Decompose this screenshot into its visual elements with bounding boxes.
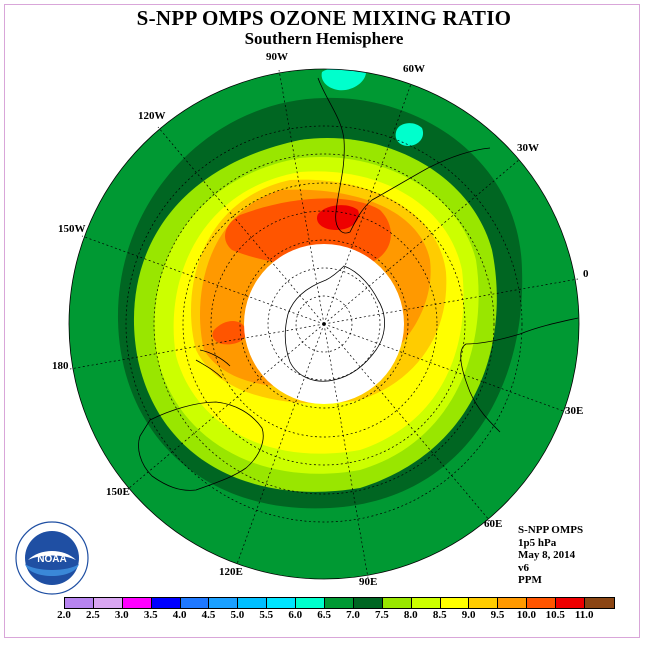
colorbar-tick-label: 8.0: [403, 609, 418, 621]
colorbar-tick-label: 5.5: [259, 609, 274, 621]
colorbar-swatch: [353, 598, 383, 608]
colorbar-tick-label: 11.0: [574, 609, 594, 621]
lon-label-60w: 60W: [403, 63, 425, 75]
parallels: [125, 125, 523, 523]
colorbar-swatch: [122, 598, 152, 608]
lon-label-150w: 150W: [58, 223, 86, 235]
colorbar-swatch: [93, 598, 123, 608]
colorbar-swatch: [469, 598, 499, 608]
colorbar-swatch: [498, 598, 528, 608]
colorbar-tick-label: 6.0: [288, 609, 303, 621]
colorbar-swatch: [180, 598, 210, 608]
colorbar-tick-label: 7.0: [346, 609, 360, 621]
colorbar-swatch: [238, 598, 268, 608]
colorbar-tick-label: 9.5: [490, 609, 505, 621]
colorbar-swatch: [585, 598, 614, 608]
lon-label-30e: 30E: [565, 405, 584, 417]
meridians: [69, 69, 579, 579]
colorbar-swatch: [325, 598, 354, 608]
info-version: v6: [518, 561, 529, 574]
colorbar-tick-label: 10.5: [545, 609, 565, 621]
lon-label-60e: 60E: [484, 518, 503, 530]
info-units: PPM: [518, 574, 542, 587]
colorbar-swatch: [382, 598, 412, 608]
south-america-coast: [317, 77, 491, 234]
band-6p0-a: [321, 69, 366, 91]
band-10p0-b: [212, 321, 247, 345]
info-level: 1p5 hPa: [518, 536, 557, 549]
colorbar-swatch: [65, 598, 94, 608]
colorbar-swatch: [209, 598, 239, 608]
new-zealand-coast: [195, 349, 231, 379]
colorbar-tick-label: 2.0: [57, 609, 71, 621]
noaa-logo: NOAA: [15, 521, 89, 595]
colorbar-ticks: 2.0 2.5 3.0 3.5 4.0 4.5 5.0 5.5 6.0 6.5 7.0 7.5 8.0 8…: [57, 609, 593, 623]
colorbar-tick-label: 4.0: [172, 609, 187, 621]
colorbar-swatch: [267, 598, 297, 608]
colorbar-tick-label: 7.5: [375, 609, 389, 621]
info-block: S-NPP OMPS 1p5 hPa May 8, 2014 v6 PPM: [518, 524, 583, 587]
lon-label-0: 0: [583, 268, 589, 280]
lon-label-90e: 90E: [359, 576, 378, 588]
colorbar: [64, 597, 615, 609]
colorbar-swatch: [440, 598, 470, 608]
antarctica-coast: [284, 265, 385, 382]
colorbar-tick-label: 9.0: [461, 609, 476, 621]
map-subtitle: Southern Hemisphere: [244, 29, 404, 48]
colorbar-tick-label: 3.0: [114, 609, 129, 621]
band-6p0-b: [395, 123, 424, 146]
africa-coast: [460, 317, 579, 433]
colorbar-tick-label: 8.5: [432, 609, 447, 621]
colorbar-tick-label: 5.0: [230, 609, 245, 621]
colorbar-tick-label: 6.5: [317, 609, 331, 621]
colorbar-tick-label: 3.5: [143, 609, 158, 621]
lon-label-120w: 120W: [138, 110, 166, 122]
lon-label-120e: 120E: [219, 566, 243, 578]
colorbar-tick-label: 4.5: [201, 609, 216, 621]
australia-coast: [138, 401, 264, 491]
colorbar-swatch: [527, 598, 557, 608]
colorbar-swatch: [411, 598, 441, 608]
map-title: S-NPP OMPS OZONE MIXING RATIO: [136, 6, 512, 30]
info-instrument: S-NPP OMPS: [518, 524, 584, 536]
colorbar-swatch: [151, 598, 181, 608]
lon-label-150e: 150E: [106, 486, 130, 498]
lon-label-30w: 30W: [517, 142, 539, 154]
lon-label-90w: 90W: [266, 51, 288, 63]
colorbar-tick-label: 2.5: [86, 609, 100, 621]
noaa-logo-text: NOAA: [37, 554, 66, 565]
figure-frame: [4, 4, 640, 638]
lon-label-180: 180: [52, 360, 69, 372]
colorbar-tick-label: 10.0: [516, 609, 537, 621]
colorbar-swatch: [296, 598, 326, 608]
info-date: May 8, 2014: [518, 549, 576, 562]
colorbar-swatch: [556, 598, 586, 608]
